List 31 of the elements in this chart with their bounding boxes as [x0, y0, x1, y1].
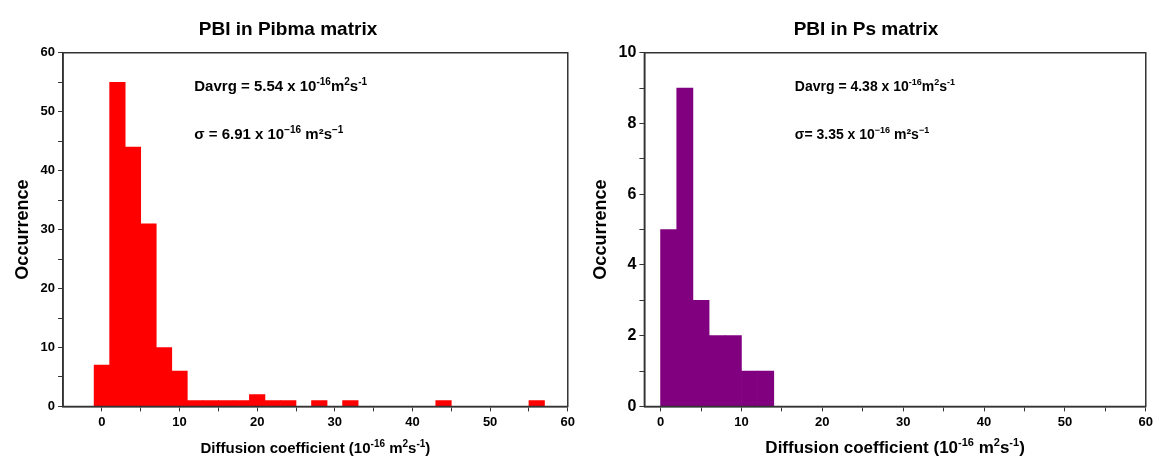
y-tick-label: 40	[40, 162, 56, 178]
y-axis-title: Occurrence	[11, 179, 32, 280]
x-tick-label: 40	[976, 413, 992, 429]
x-tick-label: 30	[327, 413, 343, 429]
y-tick-label: 10	[40, 339, 56, 355]
y-tick-label: 10	[618, 43, 637, 61]
y-tick-label: 0	[47, 397, 56, 413]
x-tick-label: 10	[734, 413, 749, 429]
y-tick-label: 50	[40, 103, 56, 119]
y-tick-label: 30	[40, 221, 56, 237]
chart-title: PBI in Ps matrix	[793, 17, 939, 39]
y-tick-label: 6	[627, 184, 637, 202]
x-tick-label: 40	[405, 413, 420, 429]
x-tick-label: 20	[815, 413, 830, 429]
y-tick-label: 20	[40, 280, 56, 296]
x-tick-label: 0	[98, 413, 106, 429]
y-tick-label: 2	[627, 326, 637, 344]
x-tick-label: 20	[249, 413, 265, 429]
x-tick-label: 10	[172, 413, 187, 429]
x-tick-label: 50	[1057, 413, 1073, 429]
chart-title: PBI in Pibma matrix	[198, 17, 378, 39]
x-tick-label: 30	[895, 413, 911, 429]
y-tick-label: 8	[627, 113, 637, 131]
y-tick-label: 4	[627, 255, 637, 273]
x-tick-label: 0	[656, 413, 665, 429]
y-axis-title: Occurrence	[589, 179, 610, 280]
x-tick-label: 60	[1138, 413, 1153, 429]
x-tick-label: 50	[482, 413, 498, 429]
x-tick-label: 60	[560, 413, 575, 429]
y-tick-label: 0	[627, 396, 637, 414]
y-tick-label: 60	[40, 44, 56, 60]
